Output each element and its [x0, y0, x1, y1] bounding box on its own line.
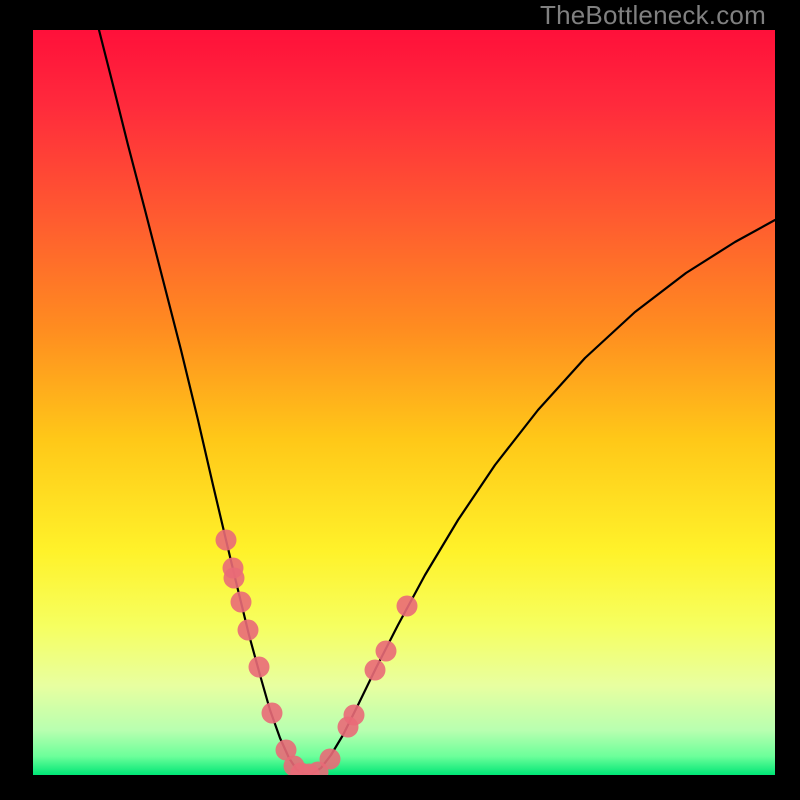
data-marker	[231, 592, 252, 613]
data-marker	[238, 620, 259, 641]
chart-background	[33, 30, 775, 775]
watermark-text: TheBottleneck.com	[540, 0, 766, 31]
bottleneck-chart	[33, 30, 775, 775]
frame-right	[775, 0, 800, 800]
frame-left	[0, 0, 33, 800]
data-marker	[397, 596, 418, 617]
data-marker	[224, 568, 245, 589]
data-marker	[216, 530, 237, 551]
data-marker	[365, 660, 386, 681]
data-marker	[320, 749, 341, 770]
data-marker	[376, 641, 397, 662]
data-marker	[262, 703, 283, 724]
data-marker	[344, 705, 365, 726]
data-marker	[249, 657, 270, 678]
frame-bottom	[0, 775, 800, 800]
